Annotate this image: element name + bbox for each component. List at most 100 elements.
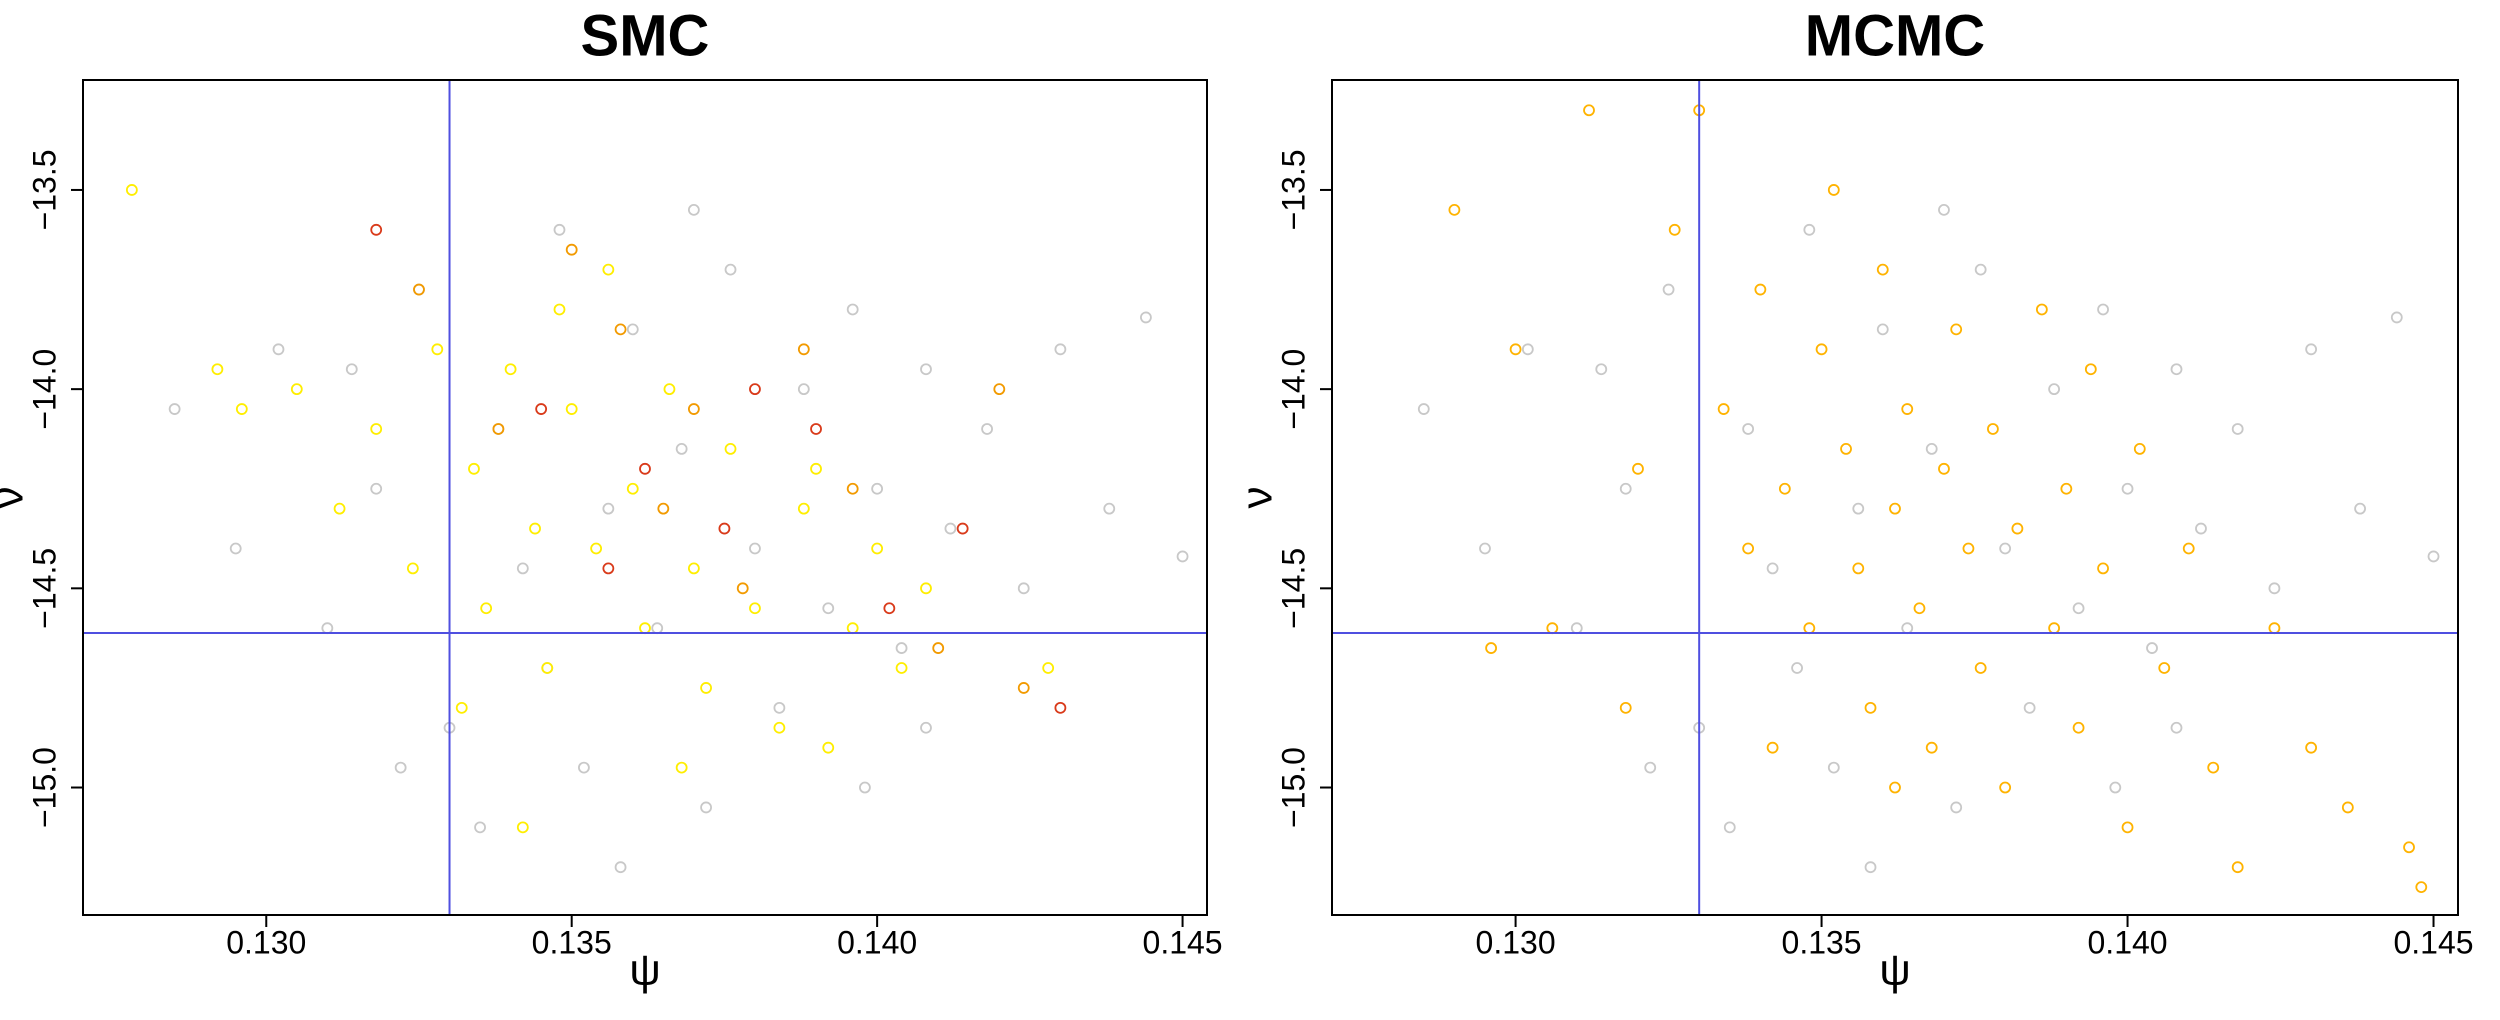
point bbox=[626, 323, 639, 336]
point bbox=[2146, 642, 2158, 654]
point bbox=[1901, 403, 1914, 415]
point bbox=[2109, 781, 2122, 794]
point bbox=[468, 462, 480, 475]
y-tick-label: −14.0 bbox=[1275, 349, 1311, 430]
point bbox=[797, 502, 810, 515]
point bbox=[2023, 701, 2036, 714]
point bbox=[2427, 550, 2440, 563]
point bbox=[1485, 642, 1498, 654]
point bbox=[1766, 741, 1779, 754]
point bbox=[846, 303, 859, 316]
point bbox=[2207, 761, 2220, 774]
point bbox=[1723, 821, 1736, 834]
point bbox=[211, 363, 224, 376]
point bbox=[797, 343, 810, 356]
point bbox=[1644, 761, 1657, 774]
point bbox=[370, 482, 383, 495]
point bbox=[2060, 482, 2073, 495]
point bbox=[1962, 542, 1975, 555]
point bbox=[602, 562, 615, 575]
point bbox=[394, 761, 407, 774]
point bbox=[602, 263, 615, 276]
point bbox=[944, 522, 957, 535]
y-tick-label: −13.5 bbox=[1275, 149, 1311, 230]
point bbox=[1717, 403, 1730, 415]
panel: SMC 0.130 0.135 0.140 0.145 −13.5 −14.0 −14.5 −1… bbox=[0, 3, 1223, 994]
point bbox=[516, 562, 529, 575]
point bbox=[614, 323, 627, 336]
x-axis-label: ψ bbox=[629, 946, 660, 995]
plot-frame bbox=[82, 79, 1208, 916]
point bbox=[2158, 662, 2171, 674]
x-tick-label: 0.130 bbox=[226, 924, 306, 960]
point bbox=[2403, 841, 2415, 854]
point bbox=[1042, 662, 1055, 674]
point bbox=[1950, 801, 1963, 814]
point bbox=[2035, 303, 2048, 316]
point bbox=[1864, 861, 1877, 874]
panel: MCMC 0.130 0.135 0.140 0.145 −13.5 −14.0 −14.5 −… bbox=[1233, 3, 2474, 994]
point bbox=[1140, 311, 1152, 324]
point bbox=[859, 781, 871, 794]
point bbox=[2305, 343, 2318, 356]
point bbox=[614, 861, 627, 874]
point bbox=[663, 383, 676, 396]
y-tick-label: −14.5 bbox=[26, 548, 62, 629]
point bbox=[2195, 522, 2207, 535]
point bbox=[651, 622, 664, 635]
point bbox=[981, 423, 993, 435]
point bbox=[1546, 622, 1559, 635]
point bbox=[920, 363, 932, 376]
point bbox=[1479, 542, 1491, 555]
point bbox=[455, 701, 468, 714]
point bbox=[370, 223, 383, 236]
point bbox=[1662, 283, 1675, 296]
point bbox=[1803, 223, 1816, 236]
point bbox=[1417, 403, 1430, 415]
point bbox=[1521, 343, 1534, 356]
point bbox=[229, 542, 242, 555]
point bbox=[2097, 303, 2109, 316]
point bbox=[2097, 562, 2109, 575]
point bbox=[657, 502, 670, 515]
point bbox=[2133, 442, 2146, 455]
point bbox=[1619, 701, 1632, 714]
point bbox=[290, 383, 303, 396]
point bbox=[700, 682, 712, 694]
point bbox=[2084, 363, 2097, 376]
point bbox=[687, 203, 700, 216]
point bbox=[993, 383, 1006, 396]
point bbox=[1925, 442, 1938, 455]
point bbox=[1876, 323, 1889, 336]
point bbox=[895, 662, 908, 674]
x-tick-label: 0.135 bbox=[532, 924, 612, 960]
point bbox=[2072, 602, 2085, 615]
x-tick-label: 0.135 bbox=[1782, 924, 1862, 960]
point bbox=[535, 403, 548, 415]
point bbox=[1815, 343, 1828, 356]
point bbox=[1583, 104, 1595, 117]
point bbox=[1876, 263, 1889, 276]
point bbox=[1999, 542, 2012, 555]
point bbox=[541, 662, 554, 674]
point bbox=[333, 502, 346, 515]
point bbox=[932, 642, 945, 654]
point bbox=[773, 721, 786, 734]
point bbox=[810, 423, 822, 435]
point bbox=[1570, 622, 1583, 635]
point bbox=[553, 223, 566, 236]
x-tick-label: 0.140 bbox=[837, 924, 917, 960]
point bbox=[749, 383, 761, 396]
point bbox=[1827, 184, 1840, 196]
point bbox=[2121, 821, 2134, 834]
point bbox=[1754, 283, 1767, 296]
point bbox=[1103, 502, 1116, 515]
point bbox=[1938, 203, 1950, 216]
point bbox=[1852, 502, 1865, 515]
point bbox=[1448, 203, 1461, 216]
point bbox=[687, 562, 700, 575]
point bbox=[168, 403, 181, 415]
point bbox=[749, 602, 761, 615]
point bbox=[736, 582, 749, 595]
